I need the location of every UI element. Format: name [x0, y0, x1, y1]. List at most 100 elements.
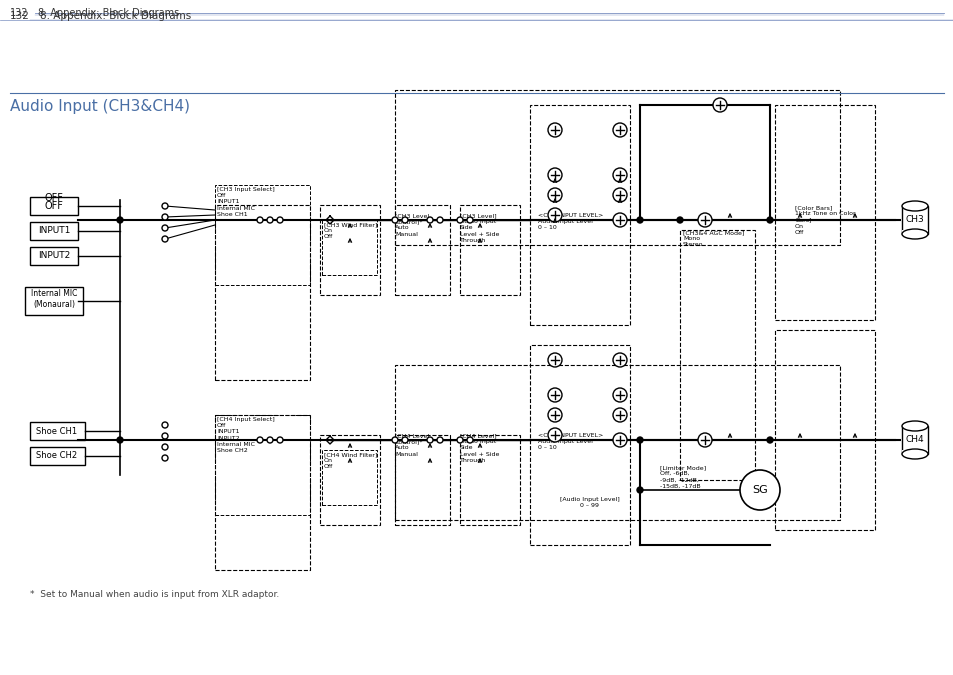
Text: OFF: OFF	[45, 201, 63, 211]
Text: [CH4 Wind Filter]
On
Off: [CH4 Wind Filter] On Off	[324, 452, 377, 469]
Circle shape	[401, 217, 408, 223]
Bar	[395, 435, 450, 525]
Circle shape	[162, 422, 168, 428]
Circle shape	[613, 213, 626, 227]
Text: *  Set to Manual when audio is input from XLR adaptor.: * Set to Manual when audio is input from…	[30, 590, 279, 599]
Circle shape	[267, 217, 273, 223]
FancyBboxPatch shape	[30, 447, 85, 465]
FancyBboxPatch shape	[30, 222, 78, 240]
Text: 8. Appendix: Block Diagrams: 8. Appendix: Block Diagrams	[38, 8, 179, 18]
Bar	[774, 330, 874, 530]
Circle shape	[162, 236, 168, 242]
Circle shape	[162, 214, 168, 220]
Text: [CH3 Wind Filter]
On
Off: [CH3 Wind Filter] On Off	[324, 222, 377, 240]
Bar	[214, 415, 310, 570]
Text: SG: SG	[751, 485, 767, 495]
Circle shape	[637, 487, 642, 493]
Text: OFF: OFF	[45, 193, 63, 203]
Circle shape	[392, 437, 397, 443]
Text: [Audio Input Level]
0 – 99: [Audio Input Level] 0 – 99	[559, 497, 619, 508]
Circle shape	[613, 188, 626, 202]
Circle shape	[677, 217, 682, 223]
Bar	[459, 205, 519, 295]
Circle shape	[698, 213, 711, 227]
Circle shape	[766, 217, 772, 223]
Circle shape	[436, 437, 442, 443]
Circle shape	[698, 433, 711, 447]
Circle shape	[613, 123, 626, 137]
Circle shape	[613, 433, 626, 447]
Text: <CH4 INPUT LEVEL>
Audio Input Level
0 – 10: <CH4 INPUT LEVEL> Audio Input Level 0 – …	[537, 433, 602, 450]
Circle shape	[613, 388, 626, 402]
Ellipse shape	[901, 201, 927, 211]
Circle shape	[276, 217, 283, 223]
Circle shape	[162, 225, 168, 231]
Circle shape	[162, 455, 168, 461]
Text: INPUT2: INPUT2	[38, 252, 71, 261]
Text: [CH3 Level
Control]*
Auto
Manual: [CH3 Level Control]* Auto Manual	[395, 213, 429, 237]
Circle shape	[467, 437, 473, 443]
Circle shape	[547, 408, 561, 422]
Circle shape	[456, 437, 462, 443]
Text: [CH4 Level
Control]*
Auto
Manual: [CH4 Level Control]* Auto Manual	[395, 433, 429, 456]
Bar	[679, 230, 754, 480]
Circle shape	[637, 217, 642, 223]
Circle shape	[267, 437, 273, 443]
Bar	[395, 90, 840, 245]
Bar	[319, 435, 379, 525]
Circle shape	[547, 168, 561, 182]
Text: [CH4 Level]
Audio Input
Side
Level + Side
Through: [CH4 Level] Audio Input Side Level + Sid…	[459, 433, 498, 463]
Bar	[901, 230, 927, 238]
Text: [CH3 Level]
Audio Input
Side
Level + Side
Through: [CH3 Level] Audio Input Side Level + Sid…	[459, 213, 498, 243]
Circle shape	[436, 217, 442, 223]
FancyBboxPatch shape	[30, 247, 78, 265]
FancyBboxPatch shape	[30, 197, 78, 215]
FancyBboxPatch shape	[30, 422, 85, 440]
Circle shape	[712, 98, 726, 112]
Bar	[901, 426, 927, 454]
Text: 8. Appendix: Block Diagrams: 8. Appendix: Block Diagrams	[40, 11, 191, 21]
Circle shape	[613, 408, 626, 422]
Bar	[214, 205, 310, 380]
Text: <CH3 INPUT LEVEL>
Audio Input Level
0 – 10: <CH3 INPUT LEVEL> Audio Input Level 0 – …	[537, 213, 602, 230]
Circle shape	[162, 444, 168, 450]
Text: CH4: CH4	[904, 435, 923, 445]
Circle shape	[427, 217, 433, 223]
Text: CH3: CH3	[904, 215, 923, 225]
Circle shape	[256, 217, 263, 223]
Text: [CH3 Input Select]
Off
INPUT1
Internal MIC
Shoe CH1: [CH3 Input Select] Off INPUT1 Internal M…	[216, 187, 274, 217]
Bar	[459, 435, 519, 525]
Circle shape	[547, 388, 561, 402]
Text: [CH3&4 AGC Mode]
Mono
Stereo: [CH3&4 AGC Mode] Mono Stereo	[682, 230, 743, 248]
FancyBboxPatch shape	[25, 287, 83, 315]
Circle shape	[740, 470, 780, 510]
Bar	[774, 105, 874, 320]
Bar	[322, 450, 376, 505]
Circle shape	[456, 217, 462, 223]
Text: Shoe CH1: Shoe CH1	[36, 427, 77, 435]
Circle shape	[547, 353, 561, 367]
Bar	[322, 220, 376, 275]
Ellipse shape	[901, 229, 927, 239]
Text: INPUT1: INPUT1	[38, 227, 71, 236]
Circle shape	[547, 123, 561, 137]
Circle shape	[117, 437, 123, 443]
Ellipse shape	[901, 421, 927, 431]
Text: Internal MIC
(Monaural): Internal MIC (Monaural)	[30, 289, 77, 309]
Circle shape	[401, 437, 408, 443]
Circle shape	[467, 217, 473, 223]
Bar	[214, 415, 310, 515]
Bar	[901, 450, 927, 458]
Circle shape	[392, 217, 397, 223]
Circle shape	[427, 437, 433, 443]
Ellipse shape	[901, 449, 927, 459]
Circle shape	[117, 217, 123, 223]
Text: [CH4 Input Select]
Off
INPUT1
INPUT2
Internal MIC
Shoe CH2: [CH4 Input Select] Off INPUT1 INPUT2 Int…	[216, 417, 274, 453]
Text: [Limiter Mode]
Off, -6dB,
-9dB, -12dB,
-15dB, -17dB: [Limiter Mode] Off, -6dB, -9dB, -12dB, -…	[659, 465, 705, 489]
Bar	[395, 365, 840, 520]
Text: 132: 132	[10, 11, 30, 21]
Circle shape	[613, 353, 626, 367]
Text: 132: 132	[10, 8, 29, 18]
Circle shape	[547, 428, 561, 442]
Bar	[530, 345, 629, 545]
